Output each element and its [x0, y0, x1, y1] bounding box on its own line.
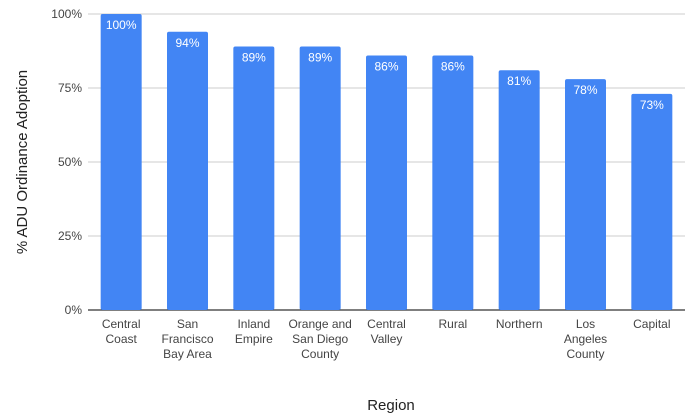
x-category-label-line: Los: [576, 317, 595, 331]
y-tick-label: 25%: [58, 229, 82, 243]
x-category-label-line: Capital: [633, 317, 670, 331]
x-category-label: Northern: [496, 317, 543, 331]
x-category-label-line: Rural: [438, 317, 467, 331]
bar-data-label: 89%: [242, 51, 266, 65]
bar-data-label: 89%: [308, 51, 332, 65]
bar: [299, 46, 341, 311]
y-tick-label: 0%: [65, 303, 83, 317]
bar: [366, 55, 407, 310]
x-category-label-line: County: [301, 347, 339, 361]
y-tick-label: 50%: [58, 155, 82, 169]
x-category-label: Orange and San Diego County: [288, 317, 351, 361]
x-category-label-line: Francisco: [161, 332, 213, 346]
x-category-label-line: San Diego: [292, 332, 348, 346]
bar: [565, 79, 606, 311]
x-category-label: San Francisco Bay Area: [161, 317, 213, 361]
x-category-label: Los Angeles County: [564, 317, 607, 361]
x-category-label: Central Valley: [367, 317, 406, 346]
bar: [167, 31, 208, 310]
x-category-label: Central Coast: [102, 317, 141, 346]
x-category-label-line: Bay Area: [163, 347, 212, 361]
bar: [498, 70, 540, 311]
x-category-label-line: Central: [102, 317, 141, 331]
bar: [233, 46, 275, 311]
x-category-label: Capital: [633, 317, 670, 331]
x-category-label-line: Angeles: [564, 332, 607, 346]
x-category-label-line: Northern: [496, 317, 543, 331]
x-category-label: Inland Empire: [235, 317, 273, 346]
bar: [432, 55, 474, 310]
bar-data-label: 86%: [374, 59, 398, 73]
bar-data-label: 86%: [441, 59, 465, 73]
bar-data-label: 81%: [507, 74, 531, 88]
bar: [631, 93, 673, 310]
y-tick-label: 100%: [51, 7, 82, 21]
x-category-label-line: Valley: [371, 332, 403, 346]
y-axis-title: % ADU Ordinance Adoption: [14, 70, 31, 254]
bar-data-label: 73%: [640, 98, 664, 112]
bar-data-label: 94%: [175, 36, 199, 50]
x-category-label-line: Coast: [105, 332, 137, 346]
x-axis-title: Region: [367, 397, 415, 413]
x-category-label-line: Central: [367, 317, 406, 331]
x-category-label-line: Empire: [235, 332, 273, 346]
bar: [100, 14, 142, 310]
x-category-label-line: Inland: [237, 317, 270, 331]
x-category-label-line: San: [177, 317, 198, 331]
x-category-label-line: Orange and: [288, 317, 351, 331]
x-category-label: Rural: [438, 317, 467, 331]
y-tick-label: 75%: [58, 81, 82, 95]
bars: [100, 14, 673, 311]
bar-data-label: 78%: [573, 83, 597, 97]
x-category-label-line: County: [566, 347, 604, 361]
bar-data-label: 100%: [106, 18, 137, 32]
